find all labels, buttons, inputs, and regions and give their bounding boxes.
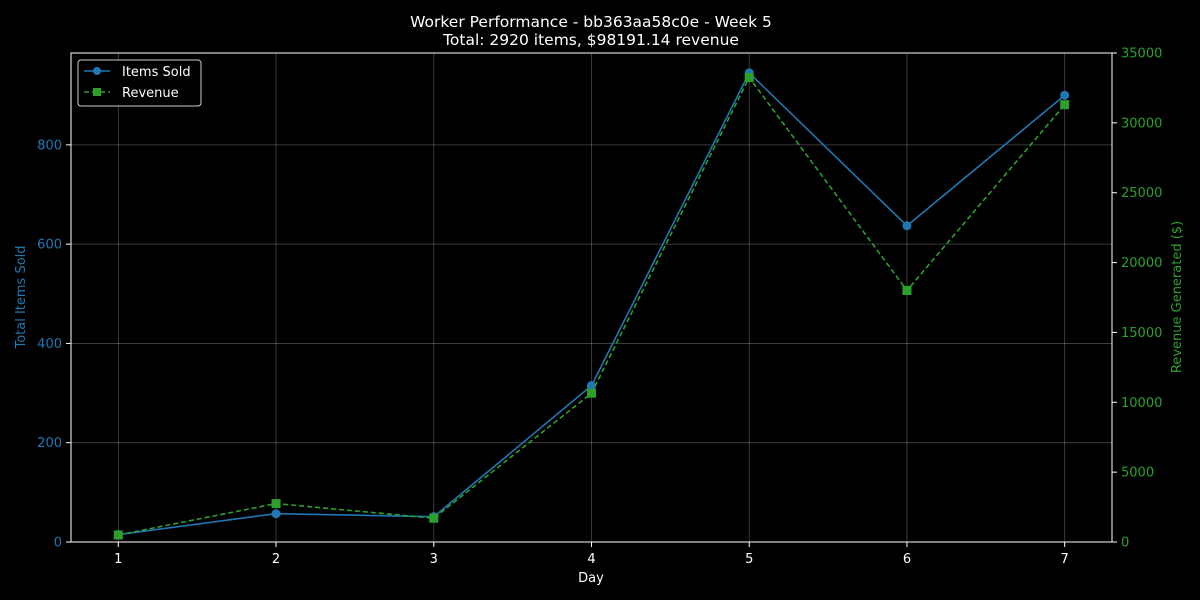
y-right-tick-label: 5000 bbox=[1121, 466, 1154, 481]
y-right-tick-label: 0 bbox=[1121, 536, 1129, 551]
items-sold-point bbox=[587, 381, 596, 391]
items-sold-point bbox=[271, 509, 281, 519]
tick-marks: 1 2 3 4 5 6 7 0 200 400 600 800 0 5000 10000 15000 20000… bbox=[37, 47, 1162, 568]
x-tick-label: 2 bbox=[272, 552, 280, 567]
y-axis-left-label: Total Items Sold bbox=[14, 245, 29, 349]
revenue-point bbox=[429, 513, 439, 523]
legend-revenue-label: Revenue bbox=[122, 86, 179, 101]
legend-items-sold-marker bbox=[93, 67, 101, 75]
y-right-tick-label: 30000 bbox=[1121, 116, 1162, 131]
revenue-point bbox=[113, 530, 123, 540]
x-axis-label: Day bbox=[578, 571, 604, 586]
x-tick-label: 1 bbox=[114, 552, 122, 567]
y-right-tick-label: 35000 bbox=[1121, 47, 1162, 62]
y-left-tick-label: 200 bbox=[37, 436, 62, 451]
legend-revenue-marker bbox=[93, 88, 101, 96]
revenue-point bbox=[271, 499, 281, 509]
series-lines bbox=[113, 68, 1070, 540]
revenue-point bbox=[587, 388, 596, 398]
items-sold-point bbox=[1060, 90, 1070, 100]
x-tick-label: 3 bbox=[430, 552, 438, 567]
x-tick-label: 6 bbox=[903, 552, 911, 567]
items-sold-point bbox=[902, 221, 912, 231]
legend: Items Sold Revenue bbox=[77, 59, 202, 107]
y-left-tick-label: 800 bbox=[37, 138, 62, 153]
y-left-tick-label: 600 bbox=[37, 238, 62, 253]
legend-items-sold-label: Items Sold bbox=[122, 65, 191, 80]
y-right-tick-label: 15000 bbox=[1121, 326, 1162, 341]
y-axis-right-label: Revenue Generated ($) bbox=[1170, 221, 1185, 373]
revenue-point bbox=[744, 72, 754, 82]
revenue-point bbox=[902, 286, 912, 296]
x-tick-label: 7 bbox=[1061, 552, 1069, 567]
y-left-tick-label: 400 bbox=[37, 337, 62, 352]
x-tick-label: 4 bbox=[587, 552, 595, 567]
y-right-tick-label: 10000 bbox=[1121, 396, 1162, 411]
revenue-point bbox=[1060, 100, 1070, 110]
y-right-tick-label: 25000 bbox=[1121, 186, 1162, 201]
x-tick-label: 5 bbox=[745, 552, 753, 567]
chart-title: Worker Performance - bb363aa58c0e - Week… bbox=[410, 13, 772, 31]
chart-subtitle: Total: 2920 items, $98191.14 revenue bbox=[442, 31, 739, 49]
y-right-tick-label: 20000 bbox=[1121, 256, 1162, 271]
y-left-tick-label: 0 bbox=[54, 536, 62, 551]
